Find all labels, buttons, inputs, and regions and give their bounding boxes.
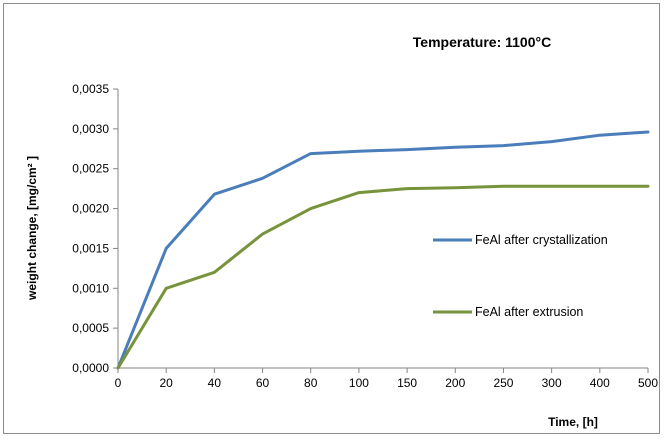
- y-tick-label: 0,0010: [72, 281, 109, 295]
- x-tick-label: 100: [349, 376, 369, 390]
- y-tick-label: 0,0015: [72, 241, 109, 255]
- x-tick-label: 60: [256, 376, 270, 390]
- x-tick-label: 200: [445, 376, 465, 390]
- x-tick-label: 40: [208, 376, 222, 390]
- legend-label-2: FeAl after extrusion: [475, 305, 583, 319]
- x-tick-label: 500: [638, 376, 658, 390]
- x-tick-label: 20: [160, 376, 174, 390]
- series-layer: [116, 130, 650, 370]
- legend: FeAl after crystallization FeAl after ext…: [433, 233, 608, 319]
- y-axis-title: weight change, [mg/cm² ]: [25, 156, 39, 301]
- y-tick-label: 0,0020: [72, 202, 109, 216]
- x-tick-label: 300: [542, 376, 562, 390]
- x-tick-label: 150: [397, 376, 417, 390]
- axes: 0,0000 0,0005 0,0010 0,0015 0,0020 0,0025 0,00…: [72, 82, 658, 390]
- x-tick-label: 250: [493, 376, 513, 390]
- x-tick-label: 80: [304, 376, 318, 390]
- y-tick-label: 0,0030: [72, 122, 109, 136]
- series-line-2: [116, 184, 650, 370]
- x-tick-label: 400: [590, 376, 610, 390]
- legend-label-1: FeAl after crystallization: [475, 233, 608, 247]
- chart-frame: [3, 3, 660, 434]
- y-tick-label: 0,0000: [72, 361, 109, 375]
- y-tick-label: 0,0035: [72, 82, 109, 96]
- chart-title: Temperature: 1100°C: [413, 34, 551, 50]
- y-tick-label: 0,0005: [72, 321, 109, 335]
- x-tick-label: 0: [115, 376, 122, 390]
- x-axis-title: Time, [h]: [548, 415, 598, 429]
- series-line-1: [116, 130, 650, 370]
- y-tick-label: 0,0025: [72, 162, 109, 176]
